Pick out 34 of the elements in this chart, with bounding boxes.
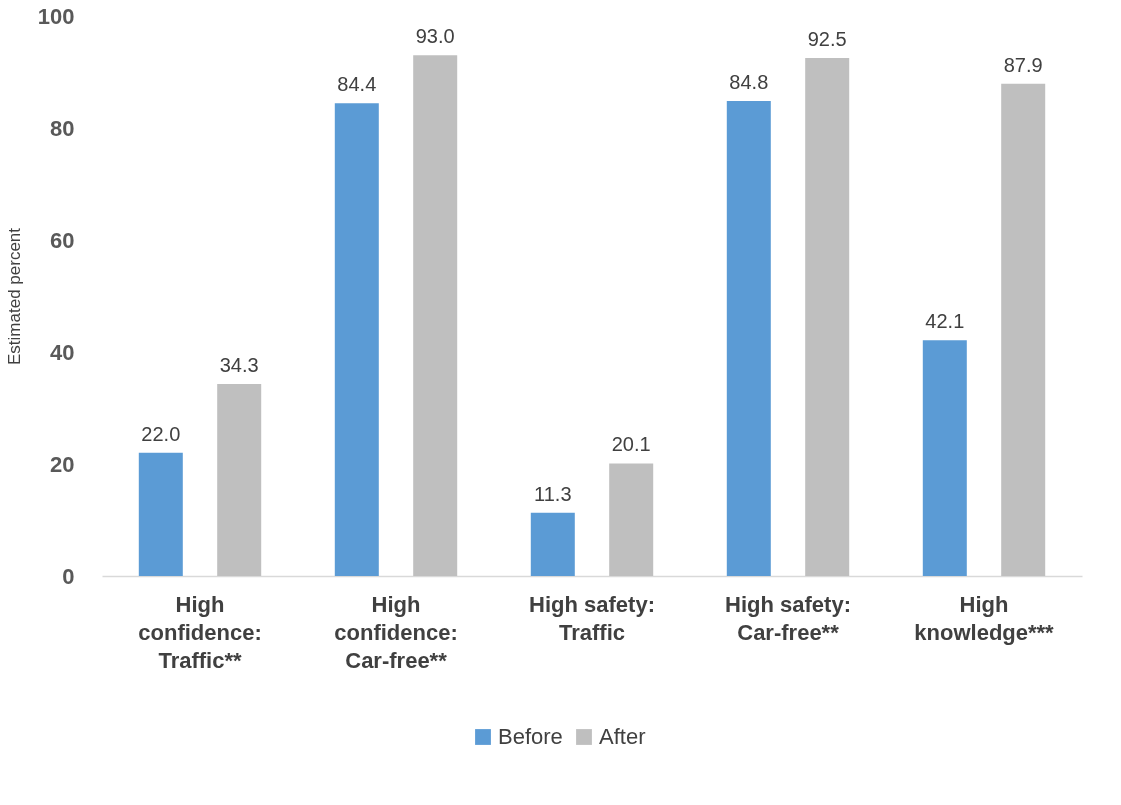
- bar: [530, 512, 575, 576]
- data-label: 34.3: [219, 353, 259, 376]
- data-label: 11.3: [534, 482, 572, 505]
- data-label: 20.1: [611, 433, 651, 456]
- legend-label: Before: [498, 724, 563, 749]
- data-label: 22.0: [141, 422, 181, 445]
- x-tick-label: High confidence: Car-free**: [334, 591, 458, 673]
- bar: [609, 463, 654, 576]
- bar: [138, 452, 183, 576]
- bar: [726, 101, 771, 576]
- bar: [1001, 83, 1046, 576]
- x-tick-label: High knowledge***: [914, 591, 1055, 645]
- data-label: 84.4: [337, 73, 377, 96]
- y-tick-label: 20: [50, 451, 75, 477]
- y-tick-label: 60: [50, 227, 75, 253]
- data-label: 84.8: [729, 71, 769, 94]
- x-tick-label: High safety: Traffic: [529, 591, 655, 645]
- bar: [805, 58, 850, 576]
- y-axis-title: Estimated percent: [4, 227, 24, 366]
- data-label: 42.1: [925, 310, 965, 333]
- y-tick-label: 100: [37, 3, 75, 29]
- bar: [334, 103, 379, 576]
- y-tick-label: 40: [50, 339, 75, 365]
- y-tick-label: 0: [62, 563, 75, 589]
- data-label: 87.9: [1003, 53, 1043, 76]
- x-tick-label: High confidence: Traffic**: [138, 591, 262, 673]
- data-label: 92.5: [807, 28, 847, 50]
- legend-label: After: [599, 724, 646, 749]
- bar: [413, 55, 458, 576]
- bar: [922, 340, 967, 576]
- x-tick-label: High safety: Car-free**: [725, 591, 851, 645]
- data-label: 93.0: [415, 25, 455, 48]
- y-tick-label: 80: [50, 115, 75, 141]
- bar: [217, 383, 262, 576]
